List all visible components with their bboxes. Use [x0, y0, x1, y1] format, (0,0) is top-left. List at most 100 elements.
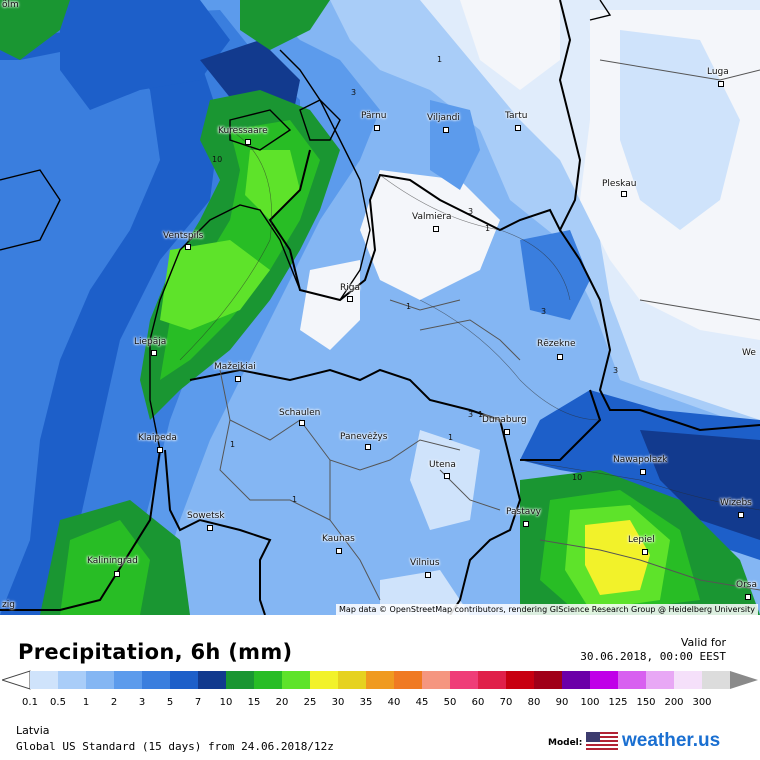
- city-label: Utena: [429, 460, 456, 470]
- map-attribution: Map data © OpenStreetMap contributors, r…: [336, 604, 758, 615]
- legend-tick-label: 1: [82, 697, 90, 708]
- city-label: Klaipeda: [138, 433, 177, 443]
- legend-arrow-right: [730, 671, 758, 689]
- legend-tick-label: 150: [636, 697, 656, 708]
- city-label: Schaulen: [279, 408, 321, 418]
- city-label: Rēzekne: [537, 339, 576, 349]
- contour-label: 1: [230, 440, 236, 449]
- legend-tick-label: 0.5: [50, 697, 66, 708]
- contour-label: 3: [613, 366, 619, 375]
- legend-swatch: [562, 671, 591, 689]
- legend-swatch: [506, 671, 535, 689]
- city-marker: [235, 376, 241, 382]
- city-marker: [515, 125, 521, 131]
- legend-swatch: [702, 671, 731, 689]
- brand-logo[interactable]: weather.us: [622, 730, 721, 751]
- city-label: Pastavy: [506, 507, 541, 517]
- legend-swatch: [226, 671, 255, 689]
- legend-tick-label: 200: [664, 697, 684, 708]
- contour-label: 10: [572, 473, 583, 482]
- legend-tick-label: 90: [555, 697, 569, 708]
- city-marker: [425, 572, 431, 578]
- map-title: Precipitation, 6h (mm): [18, 640, 293, 664]
- city-label: Kaliningrad: [87, 556, 138, 566]
- city-label: Valmiera: [412, 212, 452, 222]
- legend-tick-label: 60: [471, 697, 485, 708]
- city-marker: [157, 447, 163, 453]
- legend-tick-label: 40: [387, 697, 401, 708]
- precipitation-map[interactable]: Kuressaare Pärnu Viljandi Tartu Luga Ple…: [0, 0, 760, 615]
- legend-tick-label: 45: [415, 697, 429, 708]
- contour-label: 1: [406, 302, 412, 311]
- legend-swatch: [198, 671, 227, 689]
- legend-tick-label: 0.1: [22, 697, 38, 708]
- legend-swatch: [366, 671, 395, 689]
- legend-swatch: [422, 671, 451, 689]
- legend-ticks: 0.1 0.5 1 2 3 5 7 10 15 20 25 30 35 40 45 50 60 70 80 90 100…: [0, 697, 760, 711]
- city-marker: [738, 512, 744, 518]
- city-label: Ventspils: [163, 231, 204, 241]
- city-label: Panevėžys: [340, 432, 388, 442]
- legend-tick-label: 20: [275, 697, 289, 708]
- contour-label: 1: [448, 433, 454, 442]
- city-marker: [336, 548, 342, 554]
- contour-label: 3: [468, 207, 474, 216]
- contour-label: 1: [437, 55, 443, 64]
- city-label: zig: [2, 600, 15, 610]
- legend-swatch: [30, 671, 59, 689]
- legend-tick-label: 50: [443, 697, 457, 708]
- city-label: Luga: [707, 67, 729, 77]
- legend-tick-label: 100: [580, 697, 600, 708]
- city-label: Pärnu: [361, 111, 387, 121]
- legend-swatch: [170, 671, 199, 689]
- legend-tick-label: 70: [499, 697, 513, 708]
- legend-tick-label: 10: [219, 697, 233, 708]
- contour-label: 3: [351, 88, 357, 97]
- city-marker: [745, 594, 751, 600]
- city-marker: [640, 469, 646, 475]
- legend-swatch: [590, 671, 619, 689]
- city-label: Vilnius: [410, 558, 440, 568]
- city-label: Viljandi: [427, 113, 460, 123]
- contour-label: 1: [485, 224, 491, 233]
- city-label: Riga: [340, 283, 360, 293]
- city-label: Wizebs: [720, 498, 752, 508]
- city-marker: [718, 81, 724, 87]
- legend-tick-label: 5: [166, 697, 174, 708]
- legend-tick-label: 80: [527, 697, 541, 708]
- model-run: Global US Standard (15 days) from 24.06.…: [16, 740, 334, 753]
- city-label: Dunaburg: [482, 415, 527, 425]
- legend-swatch: [310, 671, 339, 689]
- color-legend-bar: [2, 670, 758, 690]
- city-marker: [207, 525, 213, 531]
- contour-label: 1: [478, 410, 484, 419]
- legend-tick-label: 35: [359, 697, 373, 708]
- model-label: Model:: [548, 738, 583, 748]
- city-marker: [444, 473, 450, 479]
- legend-swatch: [114, 671, 143, 689]
- city-marker: [245, 139, 251, 145]
- city-marker: [433, 226, 439, 232]
- legend-swatch: [86, 671, 115, 689]
- legend-swatch: [394, 671, 423, 689]
- contour-label: 10: [212, 155, 223, 164]
- contour-label: 3: [541, 307, 547, 316]
- city-marker: [374, 125, 380, 131]
- city-label: Orsa: [736, 580, 757, 590]
- contour-label: 3: [468, 410, 474, 419]
- city-marker: [365, 444, 371, 450]
- city-marker: [642, 549, 648, 555]
- legend-swatch: [58, 671, 87, 689]
- region-name: Latvia: [16, 724, 50, 737]
- city-marker: [557, 354, 563, 360]
- city-marker: [114, 571, 120, 577]
- legend-tick-label: 125: [608, 697, 628, 708]
- us-flag-icon: [586, 732, 618, 752]
- legend-swatch: [338, 671, 367, 689]
- legend-swatch: [282, 671, 311, 689]
- city-label: Nawapolazk: [613, 455, 668, 465]
- city-marker: [151, 350, 157, 356]
- valid-time: 30.06.2018, 00:00 EEST: [580, 650, 726, 663]
- city-label: ölm: [2, 0, 19, 10]
- legend-tick-label: 15: [247, 697, 261, 708]
